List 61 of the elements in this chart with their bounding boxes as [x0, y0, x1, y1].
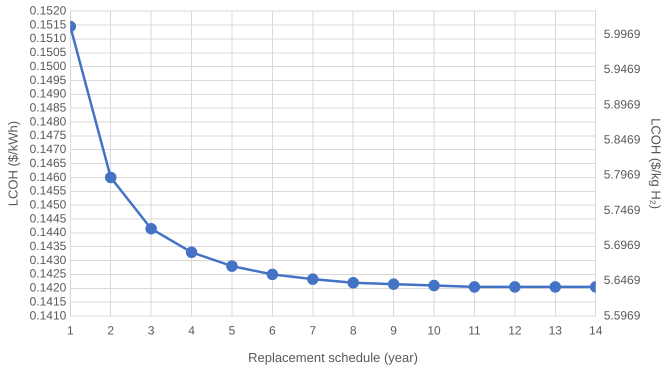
x-tick-label: 12: [508, 324, 522, 338]
x-tick-label: 5: [228, 324, 236, 338]
x-tick-label: 2: [107, 324, 114, 338]
point: [388, 278, 400, 290]
y-tick-label: 0.1475: [30, 128, 67, 142]
y2-tick-label: 5.8969: [604, 97, 641, 112]
y2-tick-label: 5.5969: [604, 308, 641, 322]
y-tick-label: 0.1485: [30, 100, 67, 114]
x-tick-label: 3: [148, 324, 155, 338]
y-tick-label: 0.1465: [30, 156, 67, 170]
point: [468, 281, 480, 293]
y-tick-label: 0.1450: [30, 197, 67, 212]
point: [550, 281, 562, 293]
point: [428, 280, 440, 292]
y-tick-label: 0.1445: [30, 211, 67, 226]
point: [226, 260, 238, 272]
point: [104, 172, 116, 184]
y2-tick-label: 5.6469: [604, 273, 641, 288]
x-tick-label: 8: [350, 324, 357, 338]
y-tick-label: 0.1505: [30, 45, 67, 60]
y-tick-label: 0.1420: [30, 280, 67, 295]
y-tick-label: 0.1430: [30, 252, 67, 267]
y-tick-label: 0.1460: [30, 170, 67, 184]
y-tick-label: 0.1415: [30, 294, 67, 308]
x-axis-title: Replacement schedule (year): [248, 350, 418, 365]
point: [186, 246, 198, 258]
y2-tick-label: 5.9469: [604, 62, 641, 76]
y-axis-title: LCOH ($/kWh): [5, 120, 20, 206]
x-tick-label: 1: [66, 324, 74, 338]
y-tick-label: 0.1520: [30, 4, 67, 18]
x-tick-label: 10: [427, 324, 442, 338]
y-tick-label: 0.1515: [30, 17, 67, 32]
x-tick-label: 4: [188, 324, 196, 338]
y-tick-label: 0.1410: [30, 308, 67, 322]
y-tick-label: 0.1440: [30, 225, 67, 240]
x-tick-label: 14: [589, 324, 603, 338]
x-tick-label: 13: [548, 324, 562, 338]
x-tick-label: 9: [390, 324, 398, 338]
x-tick-label: 7: [309, 324, 316, 338]
y-tick-label: 0.1425: [30, 266, 67, 281]
y-tick-label: 0.1500: [30, 58, 67, 73]
y-tick-label: 0.1455: [30, 184, 67, 198]
y-tick-label: 0.1480: [30, 114, 67, 128]
x-tick-label: 11: [468, 324, 481, 338]
y-tick-label: 0.1490: [30, 86, 67, 101]
point: [307, 273, 319, 285]
y2-tick-label: 5.7969: [604, 168, 641, 182]
y2-tick-label: 5.9969: [604, 27, 641, 41]
y-tick-label: 0.1470: [30, 142, 67, 156]
y-tick-label: 0.1435: [30, 239, 67, 254]
x-tick-label: 6: [269, 324, 276, 338]
y2-axis-title: LCOH ($/kg H₂): [648, 118, 664, 210]
point: [347, 277, 359, 288]
y2-tick-label: 5.7469: [604, 202, 641, 217]
point: [145, 222, 157, 234]
y2-tick-label: 5.6969: [604, 238, 641, 252]
y-tick-label: 0.1495: [30, 72, 67, 87]
point: [266, 268, 278, 280]
y2-tick-label: 5.8469: [604, 132, 641, 146]
point: [509, 281, 521, 293]
y-tick-label: 0.1510: [30, 31, 67, 46]
